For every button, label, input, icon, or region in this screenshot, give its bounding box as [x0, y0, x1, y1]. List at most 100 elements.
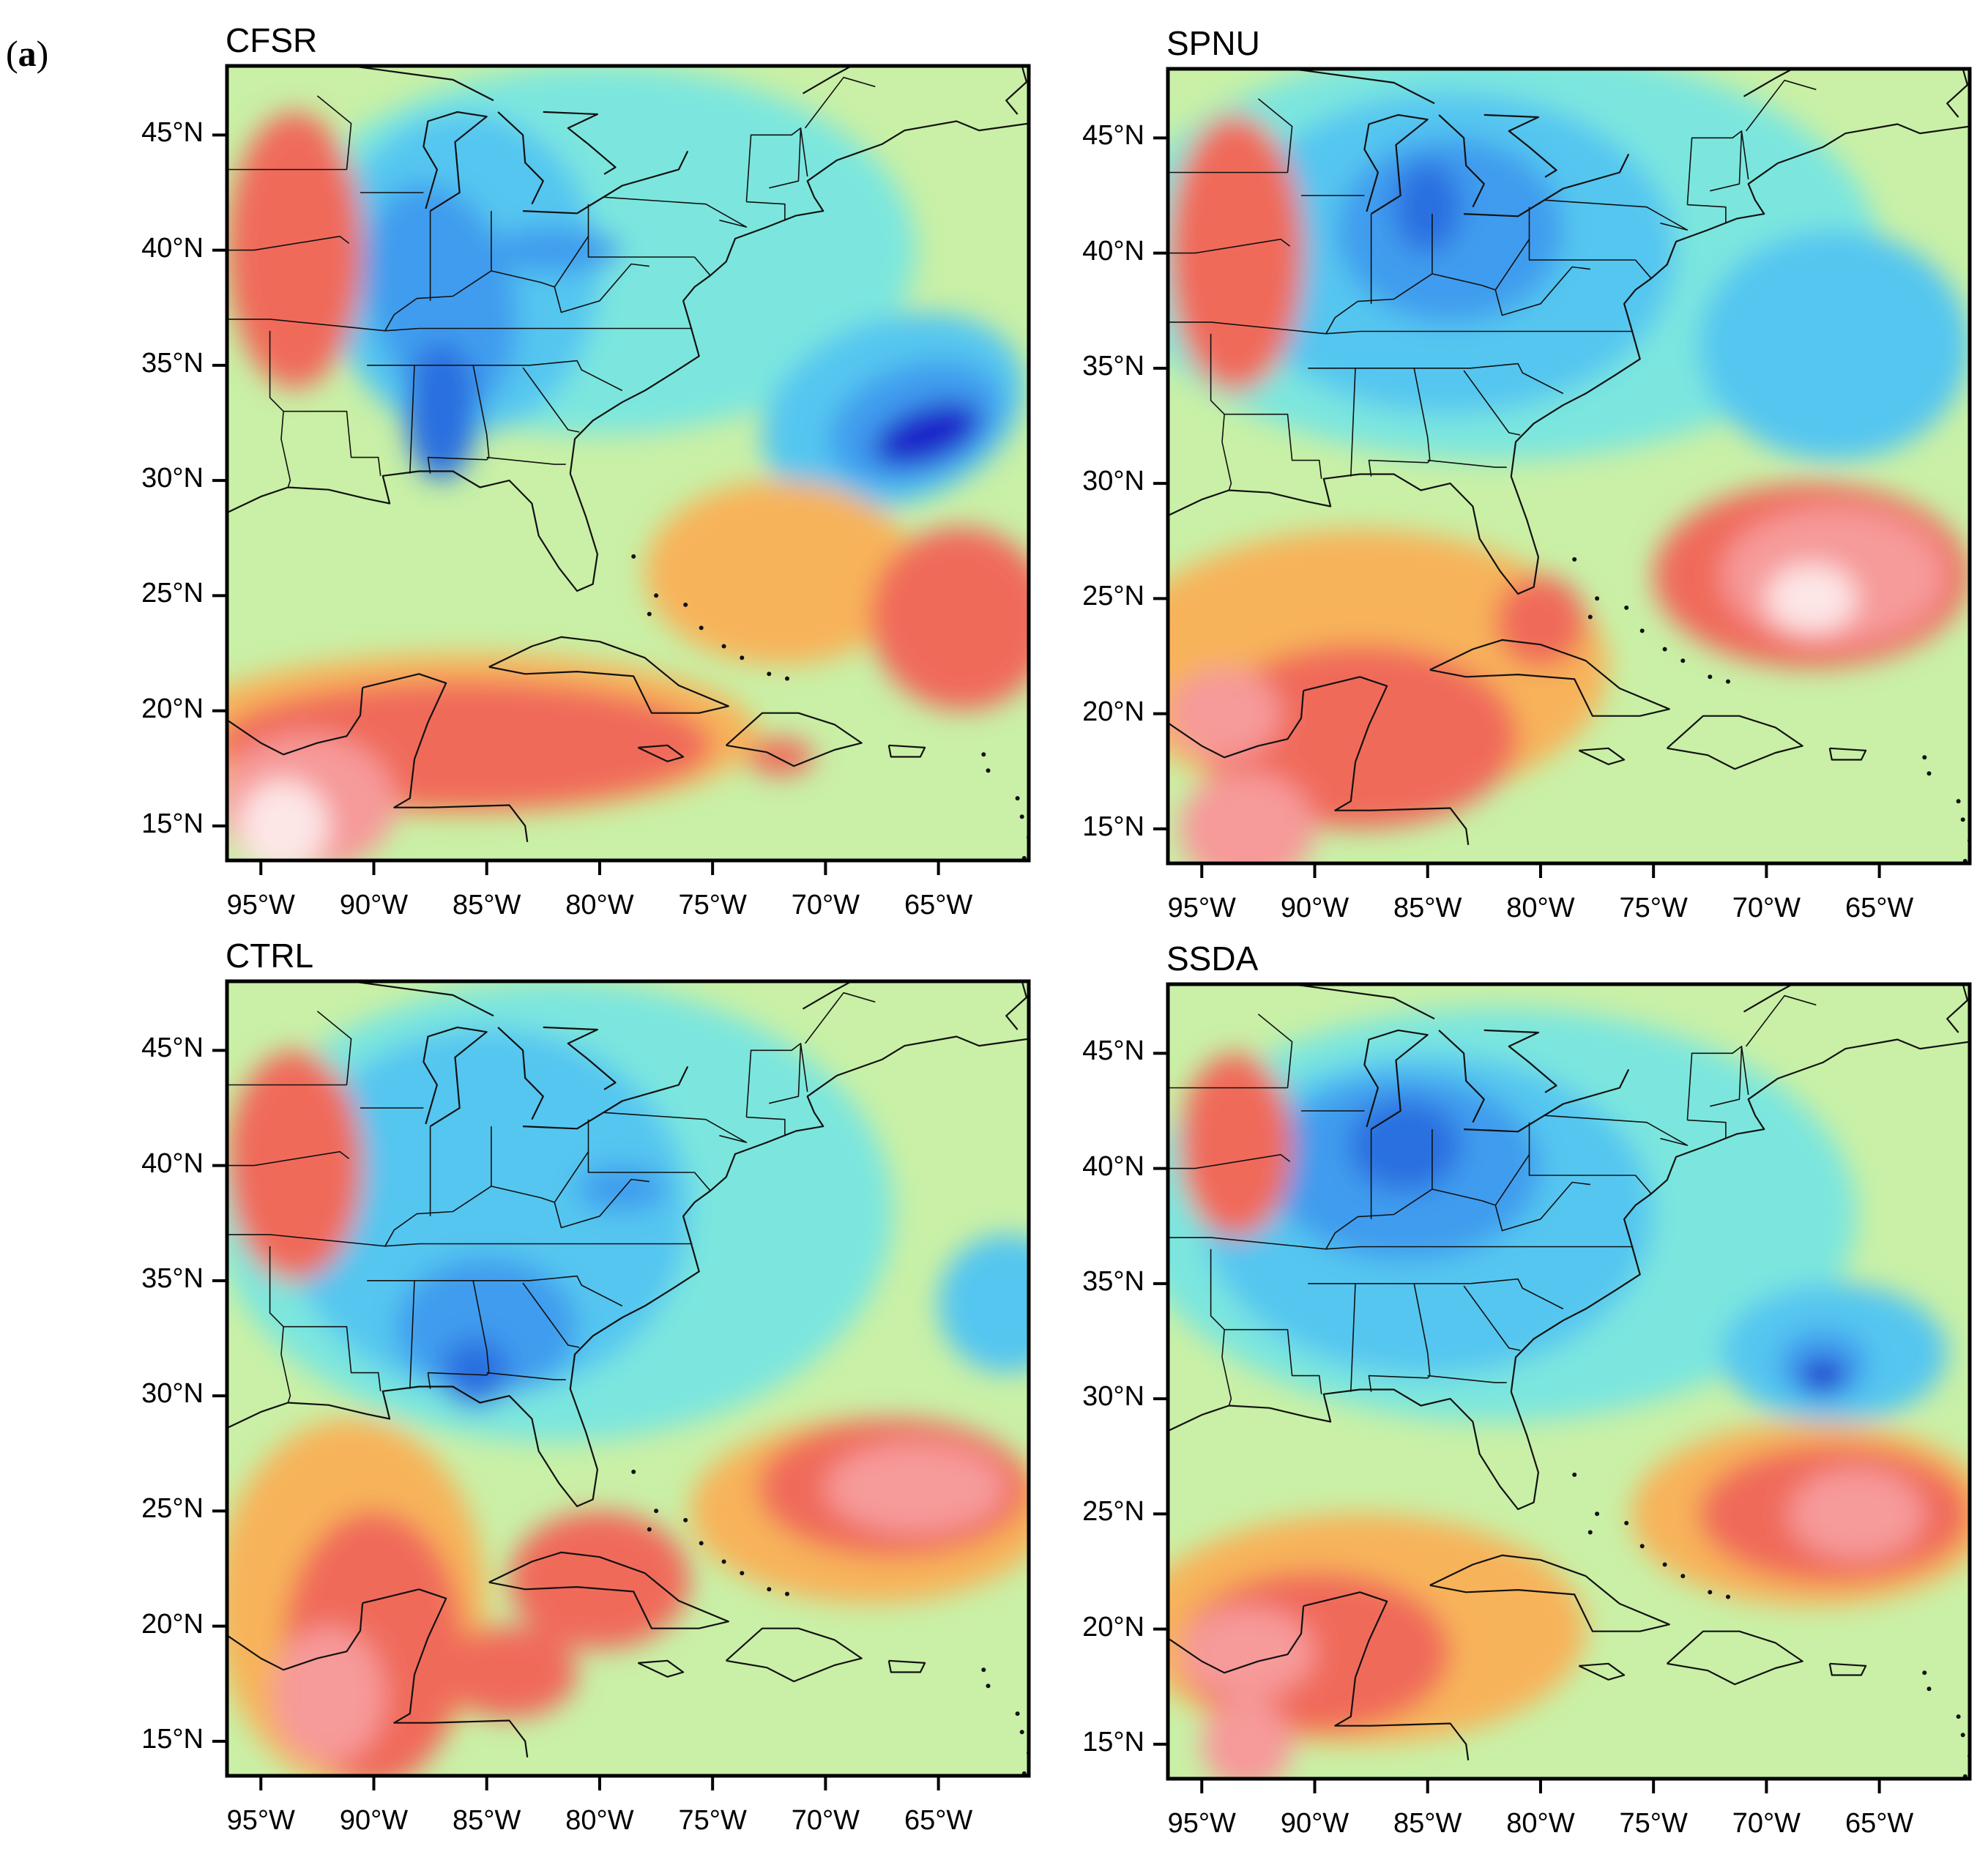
field-contour [486, 227, 622, 273]
state-border [745, 127, 801, 202]
coastline [1292, 69, 1435, 105]
island [1922, 755, 1927, 760]
lat-tick-label: 35°N [1082, 350, 1144, 382]
field-contour [746, 738, 814, 775]
island [1922, 1670, 1927, 1675]
state-border [1710, 1046, 1749, 1107]
field-contour [938, 1235, 1029, 1373]
figure-label: (a) [6, 33, 49, 74]
island [981, 752, 986, 757]
island [1726, 679, 1730, 684]
lon-tick-label: 70°W [1732, 1808, 1801, 1839]
state-border [384, 1186, 555, 1247]
island [740, 1571, 745, 1576]
coastline [1005, 981, 1028, 1030]
lat-tick-label: 45°N [1082, 1035, 1144, 1067]
field-contour [238, 779, 329, 860]
state-border [1745, 79, 1817, 132]
coastline [1168, 1038, 1970, 1511]
island [699, 625, 704, 631]
island [1680, 658, 1686, 663]
panel-title: CTRL [226, 937, 314, 975]
field-contour [1800, 1359, 1846, 1392]
state-border [522, 367, 580, 433]
state-border [227, 319, 693, 332]
island [785, 676, 789, 681]
coastline [1363, 1029, 1429, 1131]
lat-tick-label: 30°N [1082, 1381, 1144, 1413]
island [647, 611, 652, 617]
lon-tick-label: 85°W [1393, 893, 1462, 923]
state-border [269, 1246, 381, 1391]
state-border [1368, 368, 1431, 477]
state-border [1686, 1046, 1742, 1120]
lon-tick-label: 90°W [339, 890, 409, 920]
state-border [1528, 1122, 1636, 1176]
coastline [887, 1659, 926, 1673]
lat-tick-label: 15°N [141, 1723, 204, 1755]
island [683, 602, 688, 607]
lon-tick-label: 90°W [1280, 1808, 1349, 1839]
map-plot [212, 64, 1031, 875]
island [654, 1509, 659, 1514]
lat-tick-label: 20°N [1082, 1611, 1144, 1643]
lat-tick-label: 40°N [1082, 1150, 1144, 1182]
lon-tick-label: 65°W [1844, 1808, 1914, 1839]
coastline [1946, 984, 1969, 1033]
island [1019, 814, 1024, 819]
island [1015, 1711, 1020, 1716]
island [1960, 1733, 1965, 1738]
state-border [1634, 259, 1652, 279]
coastline [488, 636, 729, 714]
state-border [1210, 333, 1322, 479]
state-border [280, 411, 291, 488]
plot-frame [225, 64, 1031, 863]
island [1572, 557, 1577, 562]
island [785, 1591, 789, 1596]
lon-tick-label: 80°W [1506, 893, 1575, 923]
plot-frame [225, 979, 1031, 1778]
state-border [746, 1116, 786, 1136]
lat-tick-label: 25°N [141, 1493, 204, 1525]
lon-tick-label: 85°W [453, 1805, 521, 1836]
map-plot [1153, 67, 1972, 878]
lon-tick-label: 85°W [1393, 1808, 1462, 1839]
field-contour [365, 183, 518, 409]
lat-tick-label: 40°N [1082, 235, 1144, 267]
state-border [1427, 459, 1507, 468]
plot-frame [1166, 67, 1972, 866]
state-border [1687, 204, 1727, 223]
state-border [693, 256, 711, 276]
field-contour [1393, 160, 1462, 253]
state-border [1257, 98, 1293, 173]
coastline [1666, 1630, 1803, 1686]
coastline [725, 712, 863, 767]
island [1595, 1511, 1600, 1517]
panel-spnu: SPNU 45°N 40°N 35°N 30°N 25°N 20°N 15°N 95°W 90°W… [1080, 18, 1972, 923]
island [1960, 817, 1965, 822]
state-border [367, 1275, 623, 1307]
coastline [543, 1026, 617, 1090]
lon-tick-label: 80°W [565, 890, 634, 920]
coastline [1743, 984, 1795, 1013]
state-border [1168, 321, 1634, 335]
state-border [1528, 207, 1636, 261]
coastline [1005, 66, 1028, 115]
state-border [1168, 1153, 1291, 1169]
state-border [604, 196, 748, 228]
field-contour [1179, 1606, 1315, 1698]
state-border [1308, 362, 1564, 395]
field-contour [1202, 1697, 1292, 1779]
coastline [1464, 153, 1630, 217]
state-border [1308, 1278, 1564, 1310]
coastline [488, 1551, 729, 1629]
plot-frame [1166, 982, 1972, 1781]
field-contour [870, 527, 1029, 711]
island [1015, 796, 1020, 801]
panel-ctrl: CTRL 45°N 40°N 35°N 30°N 25°N 20°N 15°N 95°W 90°W… [139, 930, 1031, 1836]
coastline [637, 1659, 685, 1678]
island [1624, 1520, 1629, 1525]
state-border [486, 1372, 566, 1380]
lon-tick-label: 75°W [1619, 893, 1688, 923]
map-outlines [227, 66, 1029, 860]
